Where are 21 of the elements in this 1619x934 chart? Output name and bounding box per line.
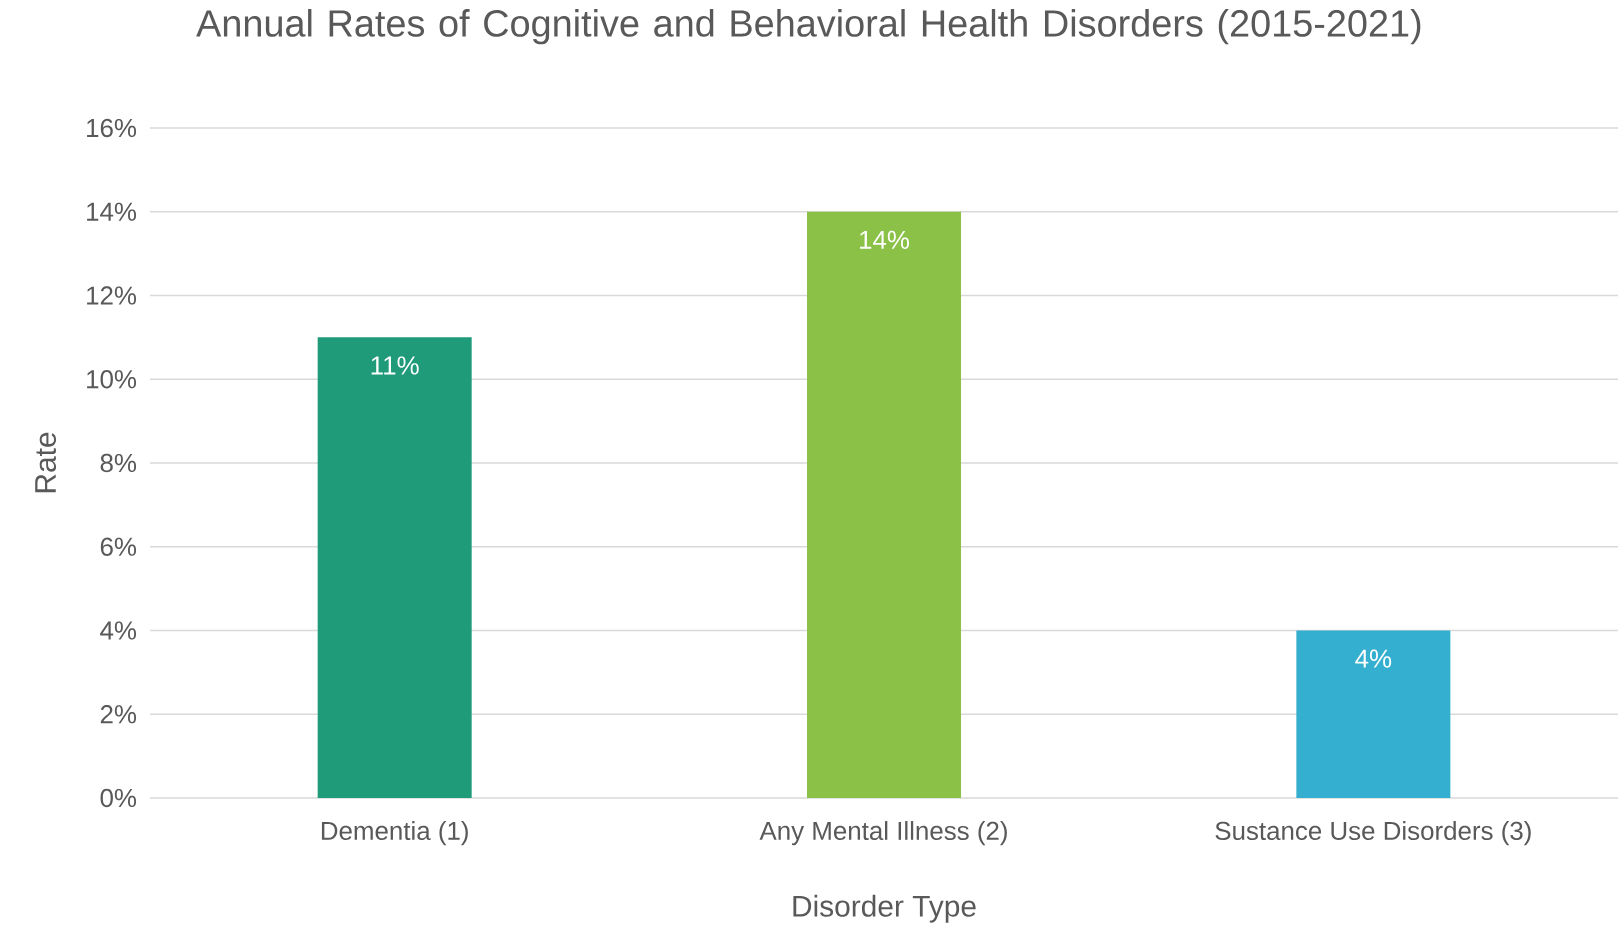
y-tick-label: 16%: [87, 118, 137, 138]
y-tick-label: 6%: [100, 537, 137, 556]
data-label: 11%: [371, 356, 419, 375]
bar: [807, 211, 962, 798]
data-label: 14%: [860, 230, 910, 249]
y-tick-label: 8%: [100, 453, 137, 473]
bar: [317, 337, 472, 798]
y-tick-label: 2%: [100, 705, 137, 724]
x-tick-label: Sustance Use Disorders (3): [1215, 821, 1531, 846]
y-tick-label: 12%: [87, 286, 137, 305]
y-axis-title: Rate: [35, 432, 57, 493]
y-tick-label: 10%: [87, 370, 137, 389]
y-tick-label: 4%: [100, 621, 137, 640]
chart-title: Annual Rates of Cognitive and Behavioral Health Disorders (2015-2021): [196, 9, 1421, 45]
x-tick-label: Dementia (1): [321, 821, 468, 846]
bar: [1296, 630, 1451, 798]
x-axis-title: Disorder Type: [793, 894, 976, 923]
y-tick-label: 0%: [100, 788, 137, 808]
y-tick-label: 14%: [87, 202, 137, 221]
x-tick-label: Any Mental Illness (2): [759, 821, 1007, 846]
data-label: 4%: [1355, 649, 1392, 668]
